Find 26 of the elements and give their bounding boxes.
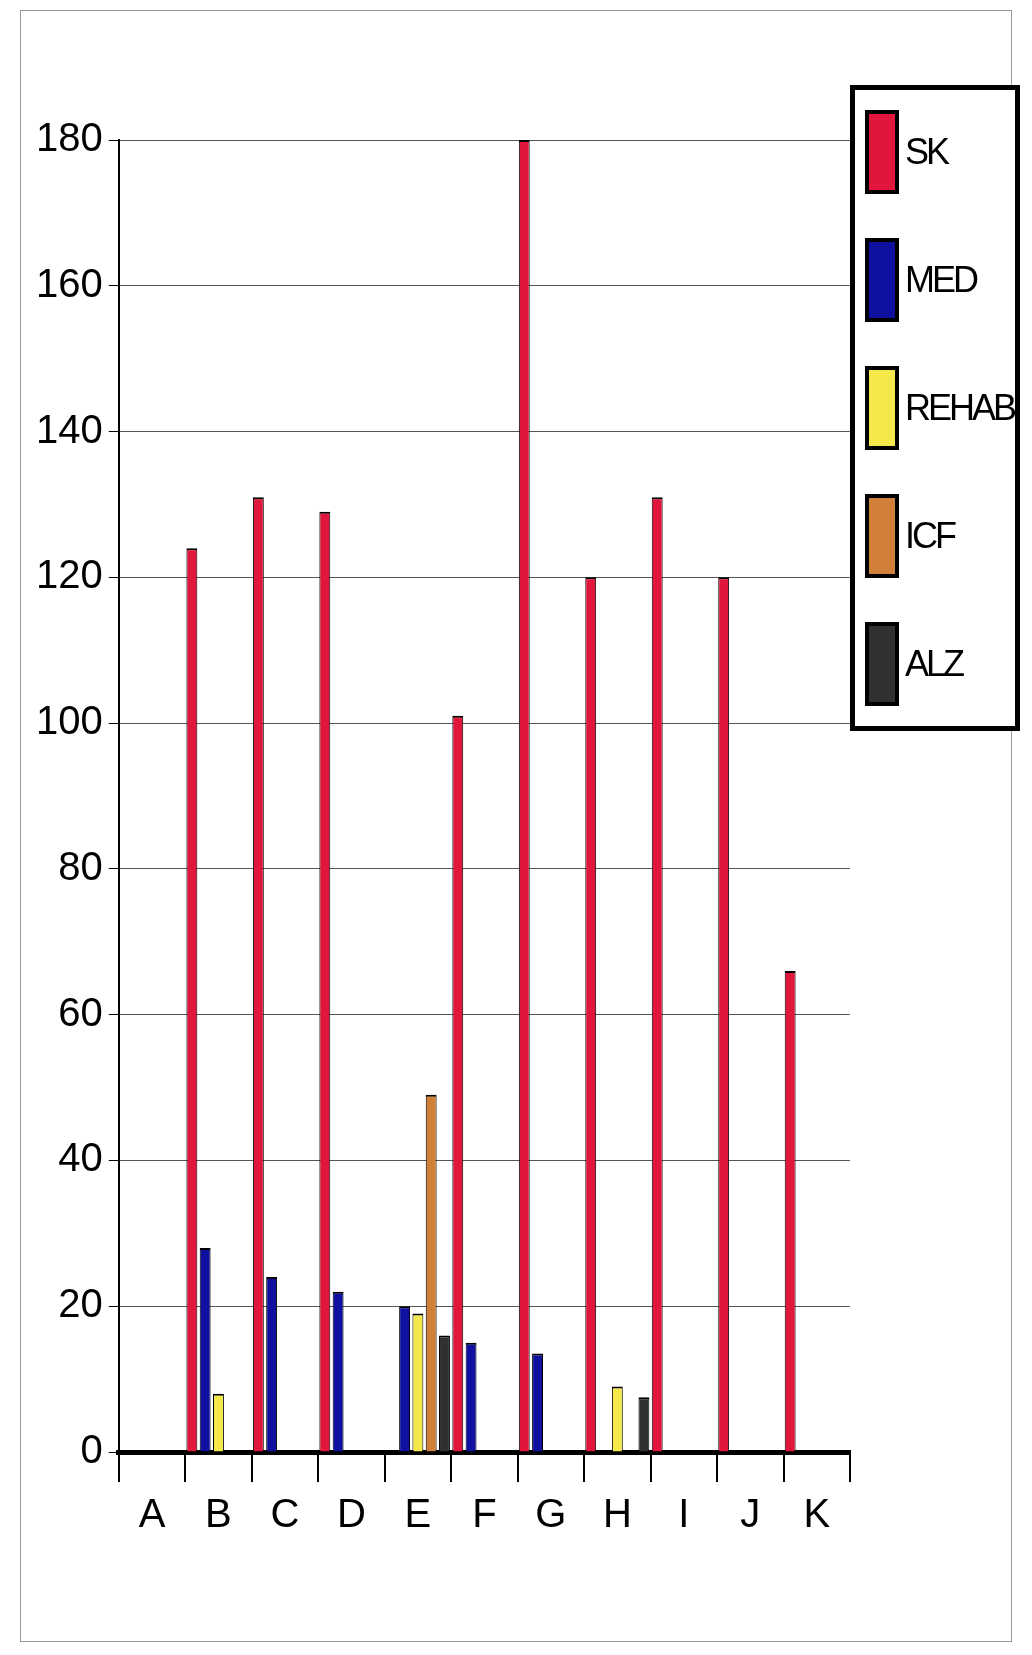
- y-tick-label: 60: [58, 989, 103, 1034]
- legend-label: SK: [905, 131, 948, 173]
- x-tick-label: K: [803, 1491, 831, 1536]
- x-tick-label: G: [535, 1491, 567, 1536]
- x-tick-label: H: [602, 1491, 632, 1536]
- legend-label: ALZ: [905, 643, 963, 685]
- legend-label: ICF: [905, 515, 954, 557]
- y-tick-label: 100: [35, 698, 103, 743]
- legend-label: REHAB: [905, 387, 1015, 429]
- x-tick-label: D: [336, 1491, 366, 1536]
- x-tick-label: C: [270, 1491, 300, 1536]
- x-tick-label: I: [678, 1491, 690, 1536]
- legend-label: MED: [905, 259, 976, 301]
- x-tick-label: E: [404, 1491, 432, 1536]
- y-tick-label: 120: [35, 552, 103, 597]
- x-tick-label: J: [740, 1491, 761, 1536]
- y-tick-label: 20: [58, 1281, 103, 1326]
- y-tick-label: 180: [35, 115, 103, 160]
- y-tick-label: 40: [58, 1135, 103, 1180]
- y-tick-label: 80: [58, 843, 103, 888]
- y-tick-label: 140: [35, 406, 103, 451]
- x-tick-label: B: [205, 1491, 232, 1536]
- y-tick-label: 0: [80, 1427, 103, 1472]
- x-tick-label: F: [472, 1491, 497, 1536]
- x-tick-label: A: [138, 1491, 166, 1536]
- y-tick-label: 160: [35, 260, 103, 305]
